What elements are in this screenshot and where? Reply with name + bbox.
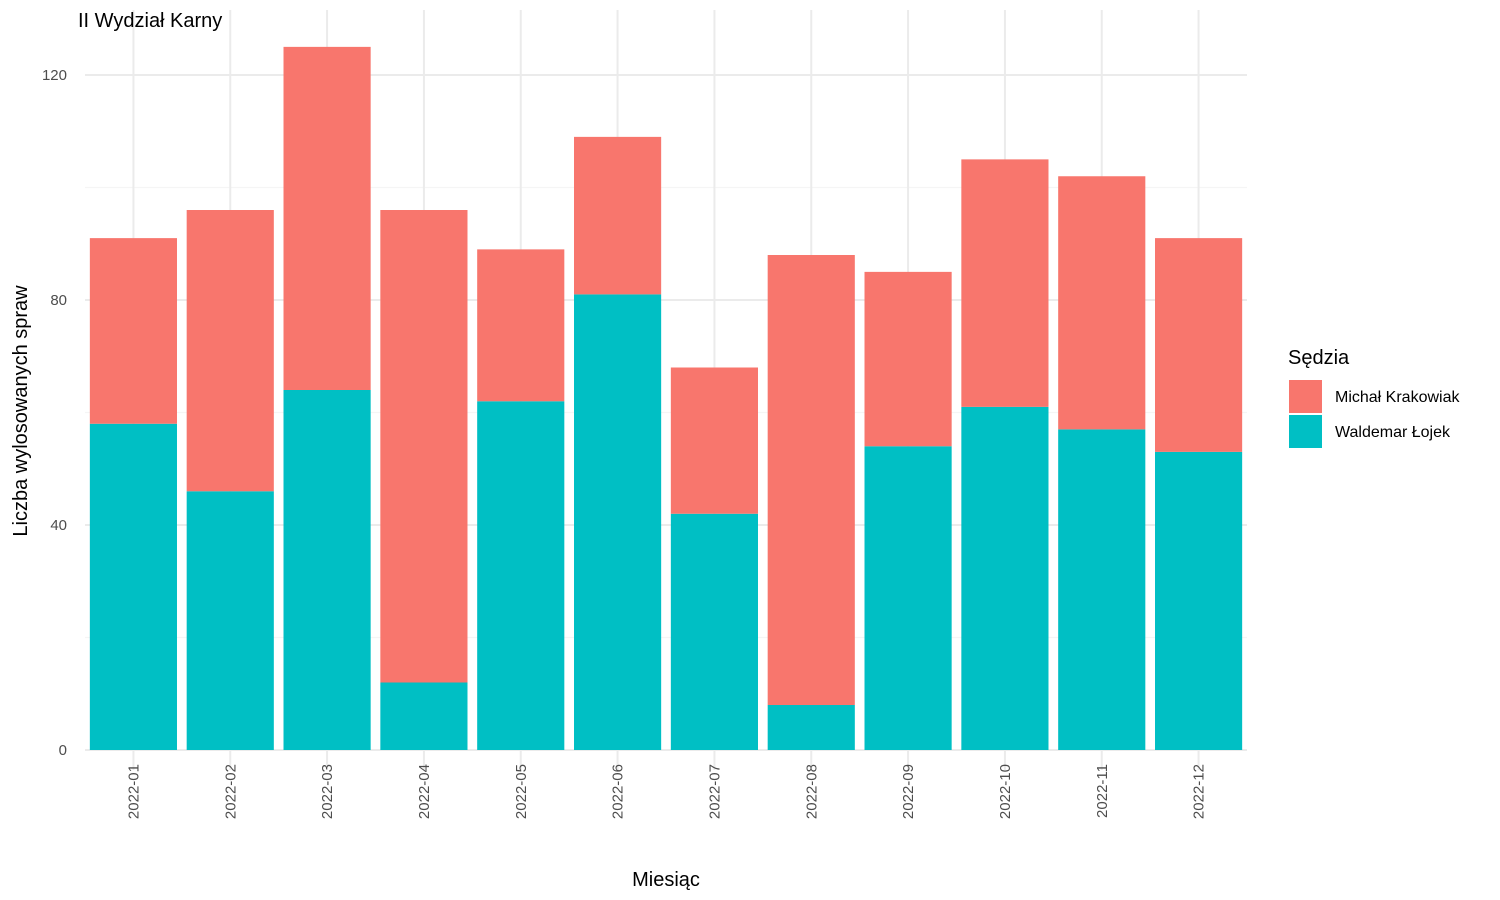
x-axis-ticks: 2022-01 2022-02 2022-03 2022-04 2022-05 2022-…: [125, 764, 1207, 819]
x-tick-label: 2022-11: [1094, 764, 1111, 818]
bar-segment: [1058, 429, 1146, 750]
bar-segment: [767, 705, 855, 750]
bar-segment: [670, 367, 758, 514]
bar-segment: [1155, 451, 1243, 750]
bar-segment: [380, 210, 468, 683]
x-tick-label: 2022-07: [706, 764, 723, 819]
bar-segment: [186, 210, 274, 492]
y-tick-label: 0: [59, 742, 67, 759]
legend-label: Michał Krakowiak: [1335, 389, 1460, 406]
legend: Sędzia Michał Krakowiak Waldemar Łojek: [1288, 347, 1460, 448]
x-tick-label: 2022-04: [416, 764, 433, 819]
bar-segment: [961, 159, 1049, 407]
bar-segment: [1058, 176, 1146, 430]
bar-segment: [1155, 238, 1243, 452]
bar-segment: [89, 423, 177, 750]
bar-segment: [670, 513, 758, 750]
bar-segment: [574, 294, 662, 750]
legend-items: Michał Krakowiak Waldemar Łojek: [1289, 380, 1460, 448]
bar-segment: [89, 238, 177, 424]
chart-title: II Wydział Karny: [78, 10, 222, 32]
x-tick-label: 2022-08: [803, 764, 820, 819]
y-tick-label: 80: [50, 292, 67, 309]
y-tick-label: 40: [50, 517, 67, 534]
legend-swatch: [1289, 415, 1322, 448]
y-tick-label: 120: [42, 67, 67, 84]
y-axis-title: Liczba wylosowanych spraw: [10, 285, 32, 537]
bar-segment: [961, 406, 1049, 750]
bar-segment: [186, 491, 274, 750]
legend-swatch: [1289, 380, 1322, 413]
bar-segment: [767, 255, 855, 705]
x-tick-label: 2022-06: [610, 764, 627, 819]
bar-segment: [380, 682, 468, 750]
x-axis-title: Miesiąc: [632, 869, 700, 891]
x-tick-label: 2022-05: [513, 764, 530, 819]
x-tick-label: 2022-03: [319, 764, 336, 819]
x-tick-label: 2022-12: [1191, 764, 1208, 819]
legend-label: Waldemar Łojek: [1335, 424, 1451, 441]
bar-segment: [864, 271, 952, 447]
x-tick-label: 2022-01: [125, 764, 142, 819]
x-tick-label: 2022-09: [900, 764, 917, 819]
bar-segment: [574, 136, 662, 295]
legend-title: Sędzia: [1288, 347, 1350, 369]
bar-segment: [864, 446, 952, 750]
x-tick-label: 2022-02: [222, 764, 239, 819]
bar-segment: [477, 401, 565, 750]
bar-segment: [283, 46, 371, 390]
bars: [89, 46, 1243, 750]
bar-segment: [283, 390, 371, 750]
y-axis-ticks: 0 40 80 120: [42, 67, 67, 759]
bar-segment: [477, 249, 565, 402]
x-tick-label: 2022-10: [997, 764, 1014, 819]
